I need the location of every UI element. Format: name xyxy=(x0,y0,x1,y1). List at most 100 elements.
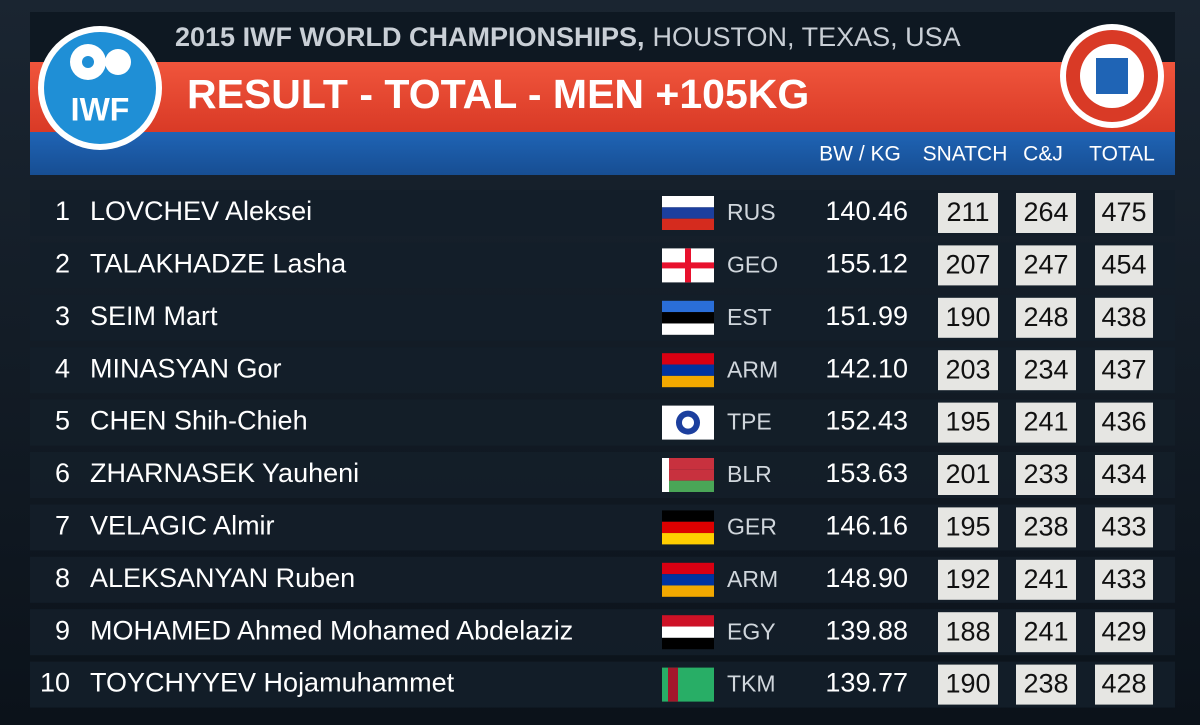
bodyweight: 152.43 xyxy=(825,406,908,436)
flag-emblem xyxy=(682,416,694,429)
event-location: HOUSTON, TEXAS, USA xyxy=(653,22,961,52)
flag-ornament xyxy=(662,458,669,492)
flag-stripe xyxy=(662,458,714,470)
score-box xyxy=(1016,455,1076,495)
athlete-name: LOVCHEV Aleksei xyxy=(90,196,312,226)
score-box xyxy=(1016,612,1076,653)
column-header: C&J xyxy=(1023,143,1063,166)
snatch: 190 xyxy=(945,302,990,332)
score-box xyxy=(938,245,998,286)
result-row: 8 ALEKSANYAN Ruben ARM 148.90 192 241 433 xyxy=(30,556,1175,603)
athlete-name: ZHARNASEK Yauheni xyxy=(90,458,359,488)
flag-stripe xyxy=(662,626,714,638)
clean-and-jerk: 238 xyxy=(1023,512,1068,542)
total: 436 xyxy=(1101,407,1146,437)
championship-badge-figure xyxy=(1096,58,1128,94)
total: 433 xyxy=(1101,512,1146,542)
header-columns-band xyxy=(30,132,1175,175)
flag-stripe xyxy=(662,469,714,481)
country-code: EST xyxy=(727,304,772,330)
score-box xyxy=(938,350,998,391)
flag-stripe xyxy=(662,480,714,492)
athlete-name: TOYCHYYEV Hojamuhammet xyxy=(90,668,455,698)
flag xyxy=(662,667,714,702)
athlete-name: SEIM Mart xyxy=(90,301,218,331)
score-box xyxy=(1095,455,1153,495)
result-row: 5 CHEN Shih-Chieh TPE 152.43 195 241 436 xyxy=(30,399,1175,446)
score-box xyxy=(1095,507,1153,548)
score-box xyxy=(1016,245,1076,286)
clean-and-jerk: 248 xyxy=(1023,302,1068,332)
score-box xyxy=(1095,664,1153,705)
clean-and-jerk: 234 xyxy=(1023,354,1068,384)
result-row: 7 VELAGIC Almir GER 146.16 195 238 433 xyxy=(30,504,1175,551)
header-title-band xyxy=(30,62,1175,132)
score-box xyxy=(938,664,998,705)
bodyweight: 155.12 xyxy=(825,249,908,279)
score-box xyxy=(938,297,998,338)
score-box xyxy=(938,507,998,548)
flag-stripe xyxy=(662,207,714,219)
total: 434 xyxy=(1101,459,1146,489)
flag-stripe xyxy=(662,312,714,324)
bodyweight: 153.63 xyxy=(825,458,908,488)
header-top xyxy=(30,12,1175,62)
flag xyxy=(662,458,714,492)
score-box xyxy=(1016,402,1076,443)
flag-stripe xyxy=(662,510,714,522)
country-code: BLR xyxy=(727,461,772,487)
snatch: 190 xyxy=(945,669,990,699)
flag-stripe xyxy=(662,562,714,575)
bodyweight: 139.88 xyxy=(825,615,908,645)
score-box xyxy=(938,559,998,600)
flag xyxy=(662,562,714,597)
rank: 6 xyxy=(55,458,70,488)
total: 433 xyxy=(1101,564,1146,594)
clean-and-jerk: 241 xyxy=(1023,616,1068,646)
flag xyxy=(662,615,714,650)
score-box xyxy=(938,455,998,495)
bodyweight: 151.99 xyxy=(825,301,908,331)
event-title: 2015 IWF WORLD CHAMPIONSHIPS, HOUSTON, TE… xyxy=(175,22,961,52)
bodyweight: 148.90 xyxy=(825,563,908,593)
snatch: 201 xyxy=(945,459,990,489)
bodyweight: 142.10 xyxy=(825,353,908,383)
result-row: 9 MOHAMED Ahmed Mohamed Abdelaziz EGY 139.8… xyxy=(30,609,1175,656)
score-box xyxy=(1016,664,1076,705)
flag-stripe xyxy=(662,353,714,365)
athlete-name: VELAGIC Almir xyxy=(90,511,275,541)
flag xyxy=(662,405,714,440)
score-box xyxy=(1095,350,1153,391)
score-box xyxy=(1095,402,1153,443)
clean-and-jerk: 238 xyxy=(1023,669,1068,699)
athlete-name: ALEKSANYAN Ruben xyxy=(90,563,355,593)
score-box xyxy=(1016,350,1076,391)
event-name: 2015 IWF WORLD CHAMPIONSHIPS, xyxy=(175,22,645,52)
score-box xyxy=(938,612,998,653)
rank: 4 xyxy=(55,353,70,383)
result-row: 3 SEIM Mart EST 151.99 190 248 438 xyxy=(30,294,1175,341)
flag xyxy=(662,510,714,545)
athlete-name: MOHAMED Ahmed Mohamed Abdelaziz xyxy=(90,615,573,645)
score-box xyxy=(938,193,998,233)
country-code: GER xyxy=(727,513,777,539)
flag-stripe xyxy=(662,574,714,586)
iwf-logo-plate xyxy=(105,49,131,75)
flag-stripe xyxy=(662,585,714,597)
flag-band xyxy=(668,667,678,702)
column-header: TOTAL xyxy=(1089,143,1155,166)
score-box xyxy=(1016,193,1076,233)
score-box xyxy=(1095,193,1153,233)
result-row: 2 TALAKHADZE Lasha GEO 155.12 207 247 454 xyxy=(30,242,1175,289)
snatch: 203 xyxy=(945,354,990,384)
bodyweight: 139.77 xyxy=(825,668,908,698)
snatch: 192 xyxy=(945,564,990,594)
flag xyxy=(662,196,714,230)
total: 429 xyxy=(1101,616,1146,646)
rank: 9 xyxy=(55,615,70,645)
country-code: TKM xyxy=(727,671,776,697)
rank: 10 xyxy=(40,668,70,698)
country-code: GEO xyxy=(727,251,778,277)
snatch: 211 xyxy=(946,197,989,227)
